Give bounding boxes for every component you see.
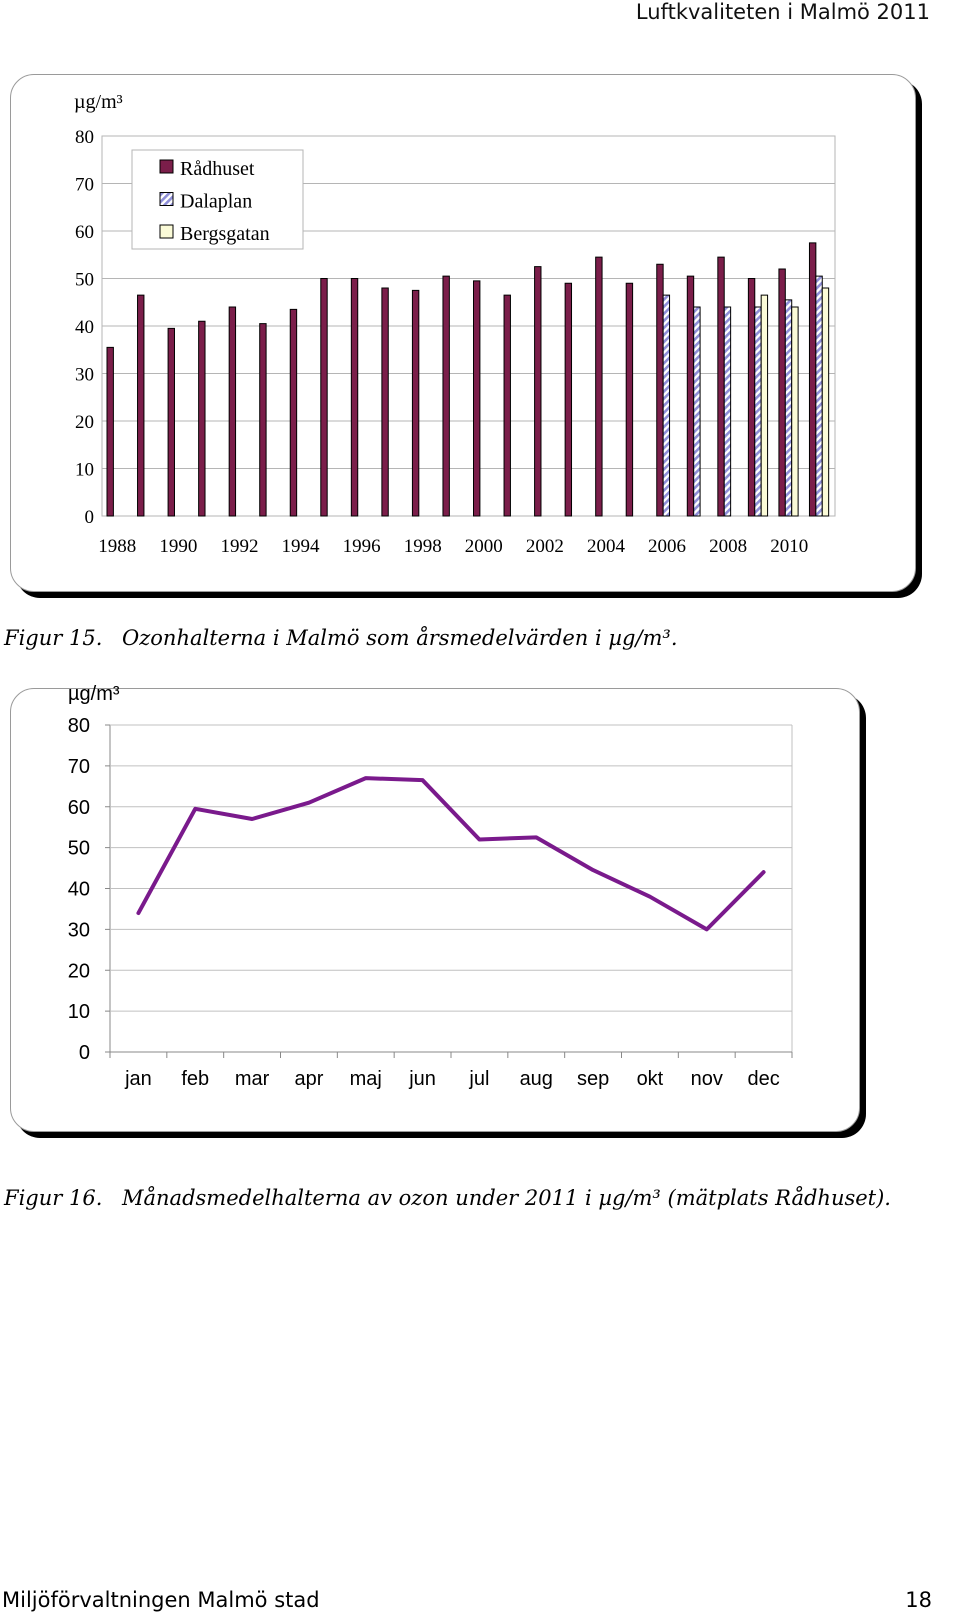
x-tick-label: jun — [408, 1068, 436, 1090]
x-tick-label: jul — [468, 1068, 489, 1090]
y-tick-label: 20 — [75, 412, 94, 433]
y-tick-label: 70 — [68, 756, 90, 778]
legend-label-radhuset: Rådhuset — [180, 158, 255, 180]
y-axis-ticks: 0 10 20 30 40 50 60 70 80 — [68, 715, 90, 1064]
x-tick-label: 2000 — [465, 536, 503, 557]
running-header: Luftkvaliteten i Malmö 2011 — [635, 0, 930, 24]
bar-bergsgatan-2011 — [821, 287, 830, 517]
bar-radhuset-1994 — [289, 308, 298, 517]
y-tick-label: 20 — [68, 960, 90, 982]
x-tick-label: 1998 — [404, 536, 442, 557]
bar-radhuset-1993 — [259, 323, 267, 517]
y-tick-label: 50 — [68, 838, 90, 860]
x-tick-label: okt — [637, 1068, 664, 1090]
bar-radhuset-2005 — [625, 282, 634, 517]
x-tick-label: apr — [294, 1068, 323, 1090]
figure-16-caption-text: Månadsmedelhalterna av ozon under 2011 i… — [122, 1186, 891, 1210]
bar-radhuset-1995 — [320, 278, 328, 517]
y-tick-label: 80 — [68, 715, 90, 737]
y-tick-label: 10 — [68, 1001, 90, 1023]
y-tick-label: 60 — [68, 797, 90, 819]
bar-radhuset-2000 — [473, 280, 481, 517]
figure-15-caption: Figur 15. Ozonhalterna i Malmö som årsmed… — [4, 626, 678, 650]
x-tick-label: 1994 — [282, 536, 321, 557]
page-number: 18 — [905, 1588, 932, 1612]
bar-radhuset-2003 — [564, 282, 573, 517]
bar-dalaplan-2008 — [723, 306, 732, 517]
bar-dalaplan-2006 — [662, 294, 671, 517]
bar-radhuset-1998 — [411, 289, 420, 517]
series-line — [136, 776, 766, 932]
y-tick-label: 30 — [75, 365, 94, 386]
bar-radhuset-1997 — [381, 287, 389, 517]
x-tick-label: 2008 — [709, 536, 747, 557]
y-unit-label: µg/m³ — [74, 91, 123, 113]
bar-radhuset-1988 — [106, 346, 114, 517]
bar-radhuset-1990 — [167, 327, 175, 517]
bar-radhuset-2002 — [534, 266, 542, 517]
bar-radhuset-2004 — [595, 256, 603, 517]
figure-16-label: Figur 16. — [4, 1186, 103, 1210]
y-tick-label: 80 — [75, 127, 94, 148]
x-tick-label: 1990 — [159, 536, 197, 557]
x-tick-label: 2010 — [770, 536, 808, 557]
bar-radhuset-1991 — [198, 320, 206, 517]
bar-radhuset-1989 — [137, 294, 145, 517]
bar-bergsgatan-2010 — [791, 306, 799, 517]
bars — [106, 242, 830, 517]
x-tick-label: 1992 — [220, 536, 258, 557]
gridlines — [105, 724, 793, 1058]
y-axis-ticks: 0 10 20 30 40 50 60 70 80 — [75, 127, 94, 528]
bar-radhuset-2001 — [503, 294, 511, 517]
bar-bergsgatan-2009 — [760, 294, 769, 517]
legend-swatch-bergsgatan — [159, 224, 174, 239]
bar-radhuset-1996 — [350, 278, 359, 517]
y-tick-label: 10 — [75, 460, 94, 481]
x-tick-label: 1988 — [98, 536, 136, 557]
x-tick-label: mar — [235, 1068, 270, 1090]
figure-15-label: Figur 15. — [4, 626, 103, 650]
y-unit-label: µg/m³ — [68, 683, 120, 705]
x-tick-label: jan — [124, 1068, 152, 1090]
figure-16-chart-panel — [10, 688, 860, 1132]
x-tick-label: aug — [520, 1068, 553, 1090]
x-tick-label: 2004 — [587, 536, 626, 557]
x-tick-label: nov — [691, 1068, 723, 1090]
legend-label-dalaplan: Dalaplan — [180, 191, 252, 213]
x-tick-label: feb — [181, 1068, 209, 1090]
legend-label-bergsgatan: Bergsgatan — [180, 223, 270, 245]
bar-radhuset-1992 — [228, 306, 237, 517]
bar-dalaplan-2007 — [693, 306, 701, 517]
figure-15-caption-text: Ozonhalterna i Malmö som årsmedelvärden … — [122, 626, 678, 650]
x-axis-ticks: 1988 1990 1992 1994 1996 1998 2000 2002 2004 2006… — [98, 536, 808, 557]
figure-15-bar-chart: µg/m³ 0 10 20 30 40 50 60 70 80 1988 1990 1992 1994… — [74, 91, 836, 557]
legend-swatch-radhuset — [159, 159, 174, 174]
x-tick-label: 1996 — [343, 536, 381, 557]
y-tick-label: 50 — [75, 270, 94, 291]
bar-radhuset-1999 — [442, 275, 450, 517]
ozone-monthly-line — [136, 776, 766, 932]
y-tick-label: 0 — [85, 507, 95, 528]
y-tick-label: 30 — [68, 919, 90, 941]
y-tick-label: 60 — [75, 222, 94, 243]
x-tick-label: sep — [577, 1068, 609, 1090]
x-tick-label: 2006 — [648, 536, 686, 557]
y-tick-label: 0 — [79, 1042, 90, 1064]
y-tick-label: 70 — [75, 175, 94, 196]
y-tick-label: 40 — [68, 879, 90, 901]
legend-swatch-dalaplan — [159, 192, 174, 206]
x-tick-label: dec — [747, 1068, 779, 1090]
legend: Rådhuset Dalaplan Bergsgatan — [131, 149, 304, 250]
footer-organization: Miljöförvaltningen Malmö stad — [2, 1588, 320, 1612]
x-tick-label: maj — [350, 1068, 382, 1090]
y-tick-label: 40 — [75, 317, 94, 338]
figure-16-caption: Figur 16. Månadsmedelhalterna av ozon und… — [4, 1186, 891, 1210]
x-tick-label: 2002 — [526, 536, 564, 557]
x-axis-ticks: jan feb mar apr maj jun jul aug sep okt nov dec — [124, 1068, 780, 1090]
